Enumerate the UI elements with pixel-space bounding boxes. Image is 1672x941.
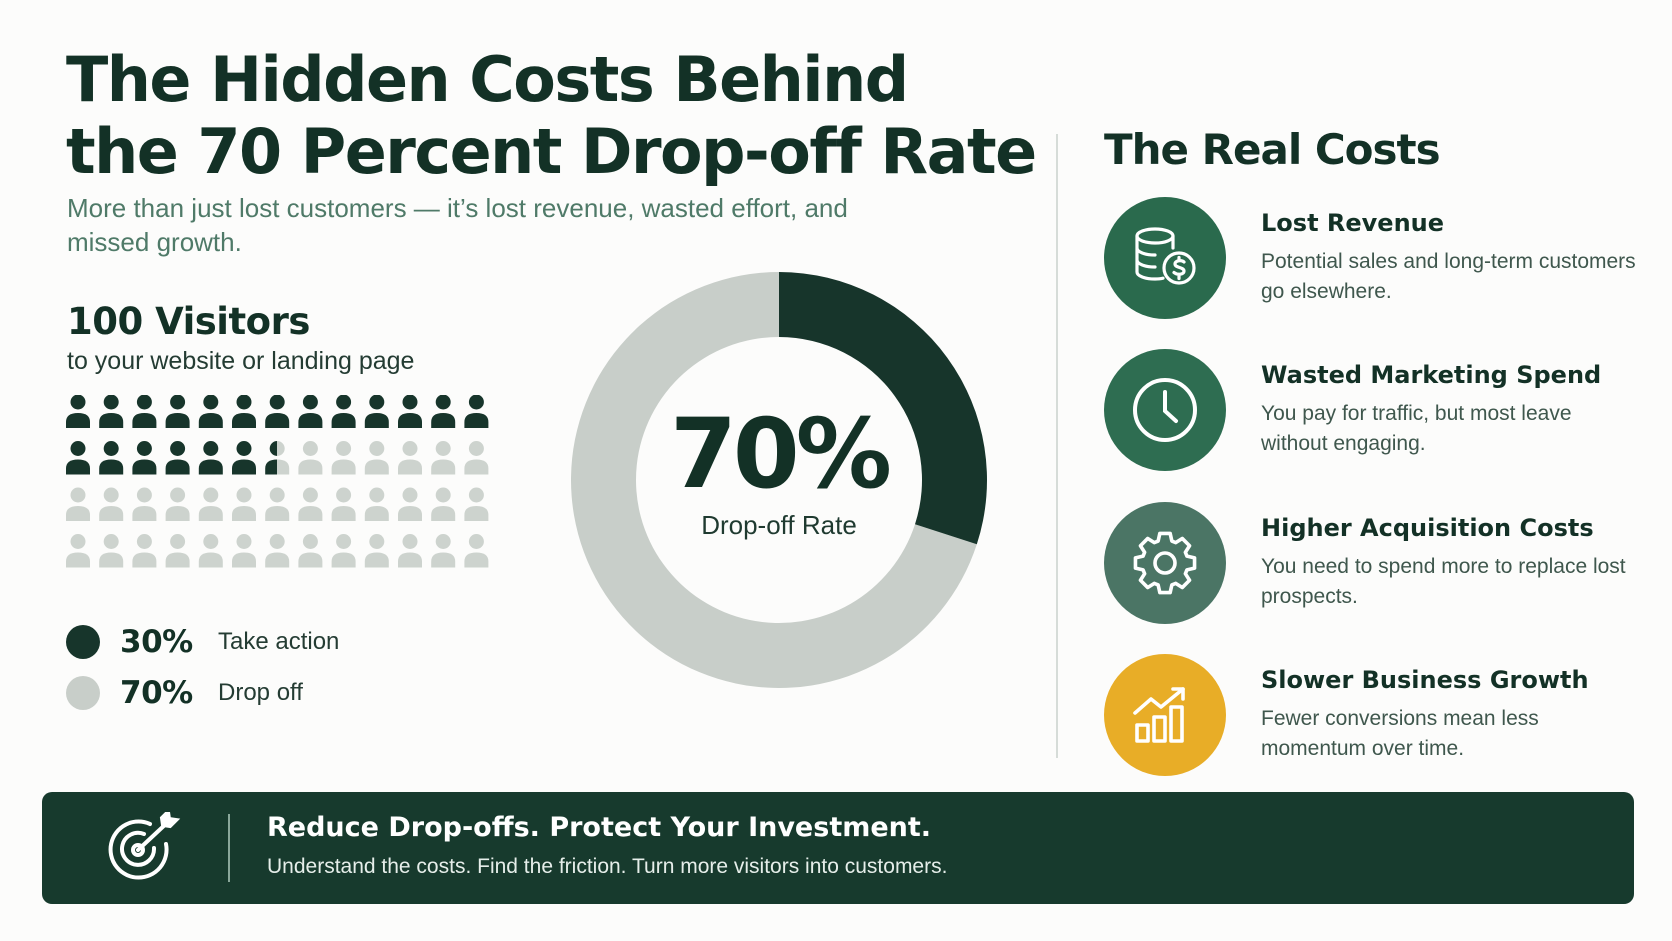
cost-item-higher-acquisition: Higher Acquisition Costs You need to spe… [1104, 502, 1664, 626]
title-line-1: The Hidden Costs Behind [66, 43, 909, 116]
target-arrow-icon [108, 812, 181, 880]
cost-title: Lost Revenue [1261, 209, 1445, 237]
cost-item-wasted-marketing: Wasted Marketing Spend You pay for traff… [1104, 349, 1664, 473]
person-icon [364, 395, 389, 428]
person-icon [298, 441, 323, 475]
gear-icon [1133, 531, 1197, 595]
growth-chart-icon [1133, 687, 1185, 743]
person-icon [431, 395, 456, 428]
legend-label-drop-off: Drop off [218, 679, 303, 706]
person-icon [132, 487, 157, 521]
legend-dot-take-action [66, 625, 100, 659]
coins-dollar-icon [1135, 227, 1196, 285]
person-icon [66, 534, 90, 568]
person-icon [66, 487, 90, 521]
person-icon [298, 487, 323, 521]
person-icon [398, 441, 422, 475]
person-icon [265, 441, 290, 475]
person-icon [99, 487, 124, 521]
person-icon [431, 441, 456, 475]
person-icon [232, 441, 256, 475]
person-icon [364, 487, 389, 521]
costs-heading: The Real Costs [1104, 125, 1441, 174]
drop-off-donut-chart [571, 272, 987, 688]
person-icon [232, 534, 256, 568]
person-icon [298, 534, 323, 568]
visitors-subheading: to your website or landing page [67, 347, 415, 375]
column-divider [1056, 134, 1058, 758]
cost-title: Wasted Marketing Spend [1261, 361, 1602, 389]
cost-icon-circle [1104, 349, 1226, 471]
cost-description: You pay for traffic, but most leave with… [1261, 402, 1572, 455]
person-icon [331, 487, 356, 521]
person-icon [431, 487, 456, 521]
person-icon [464, 534, 489, 568]
person-icon [398, 534, 422, 568]
person-icon [431, 534, 456, 568]
clock-icon [1133, 378, 1197, 442]
cost-description: Fewer conversions mean less momentum ove… [1261, 707, 1539, 760]
legend-row-take-action: 30% Take action [66, 622, 339, 662]
person-icon [331, 534, 356, 568]
legend-row-drop-off: 70% Drop off [66, 673, 303, 713]
person-icon [198, 534, 223, 568]
person-icon [232, 487, 256, 521]
cost-description: You need to spend more to replace lost p… [1261, 555, 1626, 608]
visitor-people-grid [66, 395, 489, 568]
person-icon [99, 534, 124, 568]
call-to-action-banner: Reduce Drop-offs. Protect Your Investmen… [42, 792, 1634, 904]
person-icon [198, 487, 223, 521]
person-icon [331, 441, 356, 475]
person-icon [232, 395, 256, 428]
person-icon [132, 441, 157, 475]
banner-divider [228, 814, 230, 882]
person-icon [99, 441, 124, 475]
legend-percent-take-action: 30% [120, 624, 193, 660]
donut-segment-take-action [779, 272, 987, 545]
person-icon [66, 441, 90, 475]
person-icon [398, 487, 422, 521]
person-icon [464, 395, 489, 428]
title-line-2: the 70 Percent Drop-off Rate [66, 115, 1037, 188]
person-icon [265, 534, 290, 568]
person-icon [464, 487, 489, 521]
person-icon [165, 487, 190, 521]
person-icon [331, 395, 356, 428]
legend-percent-drop-off: 70% [120, 675, 193, 711]
donut-segment-drop-off [571, 272, 977, 688]
cost-description: Potential sales and long-term customers … [1261, 250, 1636, 303]
cost-title: Higher Acquisition Costs [1261, 514, 1594, 542]
cost-icon-circle [1104, 654, 1226, 776]
person-icon [99, 395, 124, 428]
cost-icon-circle [1104, 197, 1226, 319]
person-icon [265, 487, 290, 521]
person-icon [165, 441, 190, 475]
legend-label-take-action: Take action [218, 628, 340, 655]
person-icon [198, 395, 223, 428]
cost-item-slower-growth: Slower Business Growth Fewer conversions… [1104, 654, 1664, 778]
person-icon [132, 395, 157, 428]
page-subtitle: More than just lost customers — it’s los… [67, 193, 848, 257]
banner-subtitle: Understand the costs. Find the friction.… [267, 855, 948, 878]
visitors-heading: 100 Visitors [67, 300, 310, 343]
person-icon [198, 441, 223, 475]
cost-item-lost-revenue: Lost Revenue Potential sales and long-te… [1104, 197, 1664, 321]
banner-title: Reduce Drop-offs. Protect Your Investmen… [267, 812, 932, 843]
cost-title: Slower Business Growth [1261, 666, 1589, 694]
page-title: The Hidden Costs Behind the 70 Percent D… [66, 43, 1037, 188]
person-icon [265, 395, 290, 428]
person-icon [165, 534, 190, 568]
person-icon [398, 395, 422, 428]
person-icon [66, 395, 90, 428]
person-icon [298, 395, 323, 428]
person-icon [132, 534, 157, 568]
cost-icon-circle [1104, 502, 1226, 624]
legend-dot-drop-off [66, 676, 100, 710]
person-icon [464, 441, 489, 475]
person-icon [165, 395, 190, 428]
person-icon [364, 441, 389, 475]
person-icon [364, 534, 389, 568]
